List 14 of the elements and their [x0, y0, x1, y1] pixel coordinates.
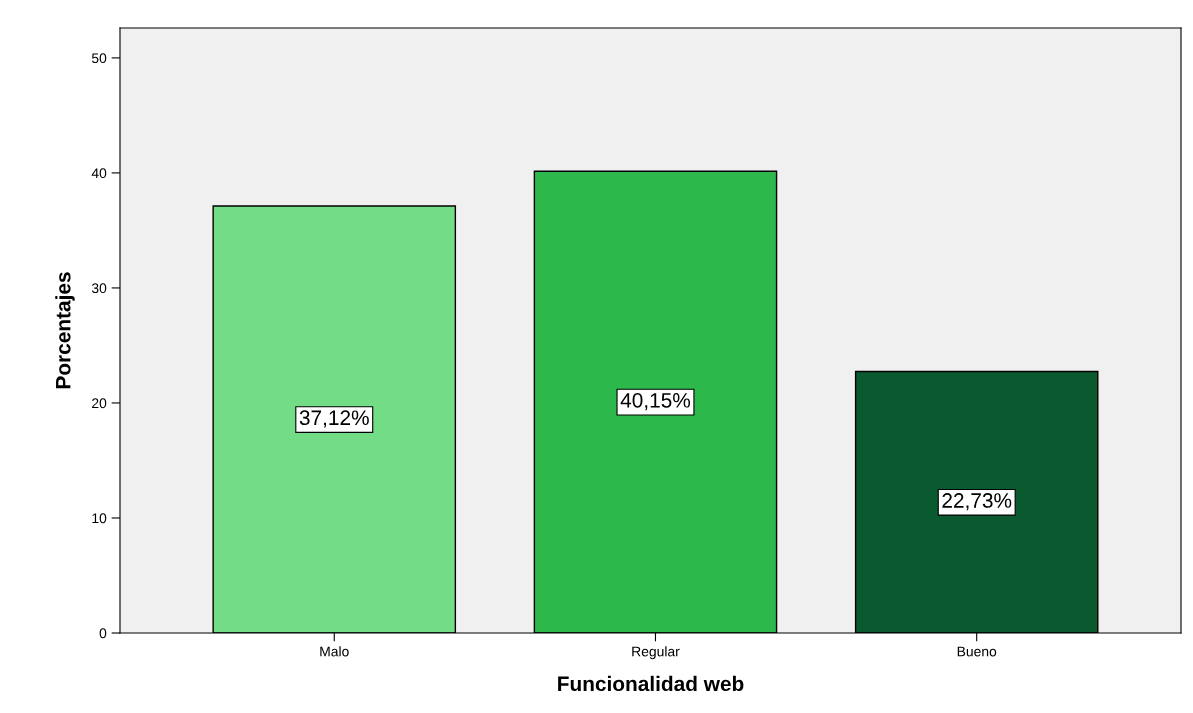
data-label: 22,73%	[942, 493, 1012, 511]
data-label: 40,15%	[620, 392, 691, 411]
x-tick-label: Malo	[320, 646, 349, 657]
x-tick-label: Bueno	[957, 646, 997, 657]
y-axis-title: Porcentajes	[55, 272, 75, 389]
y-tick-label: 50	[91, 53, 107, 64]
y-tick-label: 30	[91, 283, 107, 294]
y-tick-label: 40	[91, 168, 107, 179]
y-tick-label: 0	[99, 628, 107, 639]
x-axis-title: Funcionalidad web	[558, 675, 744, 692]
x-tick-label: Regular	[632, 646, 680, 660]
y-tick-label: 10	[92, 513, 107, 524]
y-tick-label: 20	[92, 398, 107, 409]
data-label: 37,12%	[299, 410, 369, 428]
